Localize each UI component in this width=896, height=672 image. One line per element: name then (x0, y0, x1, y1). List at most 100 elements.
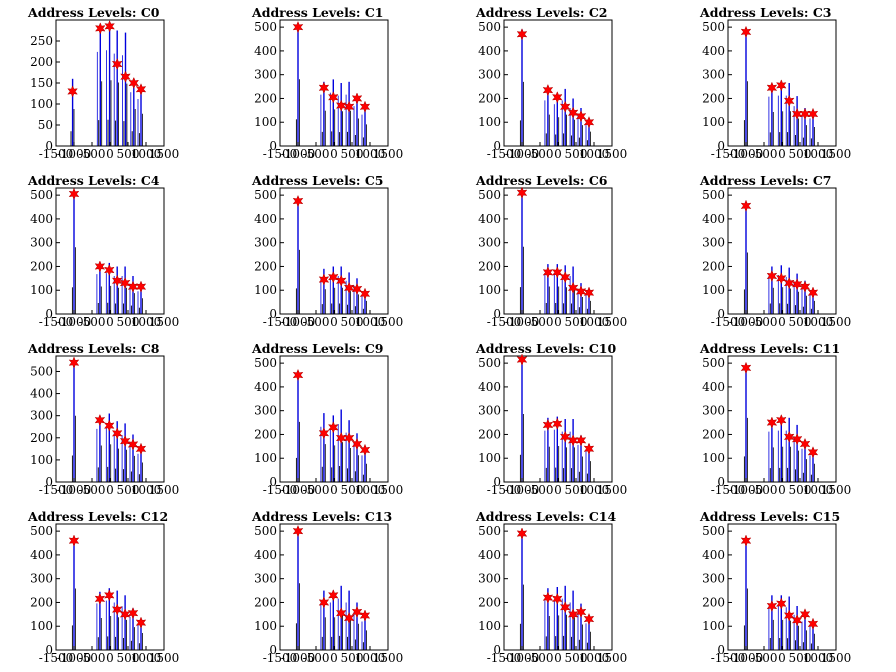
y-tick-label: 100 (254, 451, 277, 465)
x-tick-label: -500 (303, 147, 330, 161)
peak-marker (343, 611, 355, 625)
peak-marker (135, 83, 147, 96)
peak-marker (740, 361, 752, 375)
peak-marker (135, 616, 147, 629)
y-tick-label: 100 (30, 619, 53, 633)
peak-marker (111, 427, 123, 440)
peak-marker (740, 534, 752, 547)
peak-marker (583, 612, 595, 626)
panel-title: Address Levels: C1 (251, 5, 384, 20)
peak-marker (559, 601, 571, 614)
y-tick-label: 300 (702, 68, 725, 82)
peak-marker (775, 272, 787, 285)
y-tick-label: 200 (702, 259, 725, 273)
peak-marker (359, 443, 371, 457)
x-tick-label: -500 (303, 315, 330, 329)
x-tick-label: 1500 (373, 483, 404, 497)
peak-marker (807, 617, 819, 630)
peak-marker (343, 281, 355, 294)
y-tick-label: 200 (478, 91, 501, 105)
peak-marker (127, 607, 139, 620)
peak-marker (583, 286, 595, 299)
x-tick-label: 1500 (821, 315, 852, 329)
y-tick-label: 500 (702, 524, 725, 538)
y-tick-label: 400 (254, 548, 277, 562)
x-tick-label: -500 (527, 147, 554, 161)
x-tick-label: -500 (527, 651, 554, 665)
peak-marker (292, 524, 304, 538)
y-tick-label: 100 (30, 453, 53, 467)
panel-c5: Address Levels: C5 0 100 200 300 400 500 -1500-… (251, 173, 403, 329)
x-tick-label: 0 (554, 147, 562, 161)
x-tick-label: 500 (565, 483, 588, 497)
x-tick-label: 1000 (803, 147, 834, 161)
x-tick-label: 500 (341, 651, 364, 665)
peak-marker (516, 353, 528, 366)
peak-marker (351, 92, 363, 105)
y-tick-label: 500 (478, 524, 501, 538)
y-tick-label: 0 (717, 307, 725, 321)
x-tick-label: -1500 (263, 483, 298, 497)
y-tick-label: 150 (30, 76, 53, 90)
x-tick-label: 1000 (579, 483, 610, 497)
y-tick-label: 400 (702, 548, 725, 562)
x-tick-label: -1000 (281, 147, 316, 161)
peak-marker (327, 589, 339, 602)
peak-marker (799, 280, 811, 293)
y-tick-label: 400 (478, 212, 501, 226)
y-tick-label: 400 (478, 44, 501, 58)
y-tick-label: 200 (254, 427, 277, 441)
peak-marker (575, 434, 587, 447)
peak-marker (343, 431, 355, 445)
peak-marker (120, 70, 131, 83)
x-tick-label: -500 (79, 315, 106, 329)
peak-marker (292, 194, 304, 208)
peak-marker (94, 592, 106, 606)
x-tick-label: -1500 (487, 483, 522, 497)
y-tick-label: 500 (702, 20, 725, 34)
x-tick-label: 1500 (597, 483, 628, 497)
peak-marker (559, 430, 571, 443)
y-tick-label: 400 (30, 212, 53, 226)
y-tick-label: 200 (702, 91, 725, 105)
peak-marker (127, 438, 139, 451)
y-tick-label: 400 (254, 380, 277, 394)
x-tick-label: 1000 (355, 651, 386, 665)
x-tick-label: -1500 (39, 483, 74, 497)
y-tick-label: 300 (702, 572, 725, 586)
peak-marker (775, 79, 787, 92)
x-tick-label: 500 (565, 651, 588, 665)
x-tick-label: -1500 (487, 147, 522, 161)
x-tick-label: 500 (117, 147, 140, 161)
y-tick-label: 0 (493, 643, 501, 657)
y-tick-label: 300 (254, 572, 277, 586)
peak-marker (67, 85, 78, 98)
x-tick-label: 1000 (131, 483, 162, 497)
x-tick-label: 1500 (597, 315, 628, 329)
x-tick-label: -500 (751, 147, 778, 161)
peak-marker (583, 116, 595, 129)
x-tick-label: 0 (778, 147, 786, 161)
y-tick-label: 500 (254, 356, 277, 370)
peak-marker (559, 100, 571, 113)
x-tick-label: 500 (789, 483, 812, 497)
peak-marker (94, 260, 106, 273)
peak-marker (335, 99, 347, 112)
peak-marker (766, 269, 778, 283)
x-tick-label: -1000 (57, 315, 92, 329)
y-tick-label: 100 (702, 451, 725, 465)
x-tick-label: -1000 (729, 315, 764, 329)
y-tick-label: 400 (254, 212, 277, 226)
peak-marker (94, 22, 106, 35)
peak-marker (799, 608, 811, 621)
panel-c7: Address Levels: C7 0 100 200 300 400 500 -1500-… (699, 173, 851, 329)
panel-title: Address Levels: C14 (475, 509, 617, 524)
peak-marker (351, 282, 363, 296)
x-tick-label: 1000 (131, 651, 162, 665)
x-tick-label: 1000 (803, 651, 834, 665)
panel-c8: Address Levels: C8 0 100 200 300 400 500 -1500-… (27, 341, 179, 497)
y-tick-label: 100 (254, 115, 277, 129)
peak-marker (335, 274, 347, 287)
x-tick-label: 500 (341, 315, 364, 329)
x-tick-label: 1000 (355, 315, 386, 329)
